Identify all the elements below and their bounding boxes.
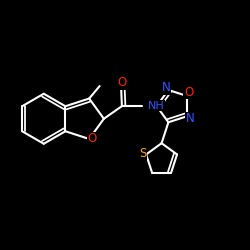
Text: NH: NH	[148, 101, 165, 111]
Text: O: O	[184, 86, 193, 99]
Text: O: O	[117, 76, 127, 89]
Text: N: N	[162, 81, 171, 94]
Text: O: O	[88, 132, 97, 145]
Text: S: S	[139, 148, 146, 160]
Text: N: N	[186, 112, 195, 125]
